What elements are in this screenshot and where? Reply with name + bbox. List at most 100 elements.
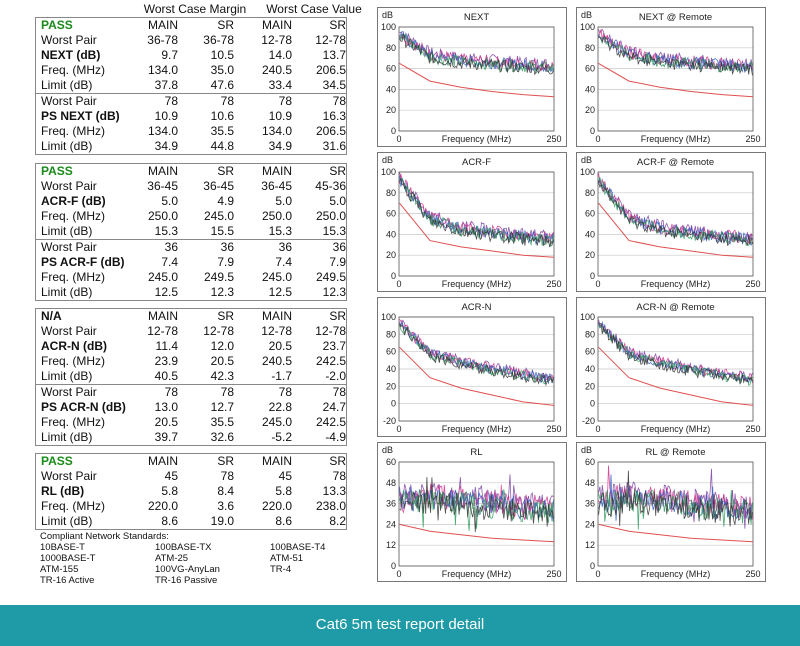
column-header: MAIN [148, 454, 178, 468]
x-axis-label: Frequency (MHz) [442, 279, 512, 289]
y-tick-label: 40 [585, 84, 595, 94]
table-cell: 10.9 [154, 109, 178, 123]
y-axis-label: dB [581, 445, 592, 455]
table-cell: 45-36 [315, 179, 346, 193]
y-tick-label: 20 [386, 381, 396, 391]
measurement-trace [399, 474, 554, 516]
table-row: PS NEXT (dB) 10.9 10.6 10.9 16.3 [36, 109, 346, 124]
y-tick-label: 0 [391, 399, 396, 409]
y-tick-label: 40 [386, 84, 396, 94]
table-cell: 31.6 [322, 139, 346, 153]
row-label: Worst Pair [41, 179, 97, 193]
table-cell: 19.0 [210, 514, 234, 528]
table-cell: 45 [164, 469, 178, 483]
table-cell: 39.7 [154, 430, 178, 444]
table-cell: 245.0 [203, 209, 234, 223]
standard-item: ATM-155 [40, 564, 79, 575]
table-cell: 10.6 [210, 109, 234, 123]
table-row: Limit (dB) 37.8 47.6 33.4 34.5 [36, 78, 346, 93]
table-cell: 12-78 [261, 33, 292, 47]
table-row: PS ACR-F (dB) 7.4 7.9 7.4 7.9 [36, 255, 346, 270]
table-cell: 12-78 [315, 324, 346, 338]
measurement-trace [598, 320, 753, 384]
table-cell: 15.3 [322, 224, 346, 238]
row-label: RL (dB) [41, 484, 85, 498]
row-label: PS NEXT (dB) [41, 109, 120, 123]
measurement-trace [598, 35, 753, 76]
table-cell: 36 [220, 240, 234, 254]
table-cell: 34.5 [322, 78, 346, 92]
table-cell: 20.5 [268, 339, 292, 353]
chart-panel: 0 12 24 36 48 60 RL @ Remote dB 0 250 Frequency (M… [576, 442, 766, 582]
y-tick-label: 0 [391, 126, 396, 136]
table-cell: 37.8 [154, 78, 178, 92]
table-cell: 4.9 [217, 194, 234, 208]
table-cell: 7.9 [329, 255, 346, 269]
table-cell: 12.5 [268, 285, 292, 299]
table-cell: 78 [332, 94, 346, 108]
status-label: PASS [41, 18, 73, 32]
x-tick-label: 250 [546, 134, 561, 144]
y-tick-label: 80 [386, 43, 396, 53]
table-cell: 238.0 [315, 499, 346, 513]
row-label: Limit (dB) [41, 430, 93, 444]
table-cell: 7.4 [161, 255, 178, 269]
y-tick-label: 0 [391, 271, 396, 281]
y-tick-label: 60 [585, 347, 595, 357]
table-cell: 249.5 [203, 270, 234, 284]
y-axis-label: dB [382, 10, 393, 20]
table-cell: 11.4 [155, 339, 178, 353]
chart-panel: 0 20 40 60 80 100 ACR-F dB 0 250 Frequency (MHz) [377, 152, 567, 292]
chart-svg: 0 12 24 36 48 60 RL dB 0 250 Frequency (MHz) [382, 445, 562, 579]
column-header: MAIN [262, 18, 292, 32]
y-tick-label: 12 [585, 540, 595, 550]
measurement-trace [399, 33, 554, 76]
y-tick-label: 80 [585, 43, 595, 53]
table-cell: 42.3 [210, 369, 234, 383]
row-label: Freq. (MHz) [41, 270, 105, 284]
row-label: PS ACR-F (dB) [41, 255, 125, 269]
table-cell: 8.2 [329, 514, 346, 528]
table-cell: 12.3 [210, 285, 234, 299]
x-tick-label: 250 [745, 424, 760, 434]
table-row: Worst Pair 78 78 78 78 [36, 93, 346, 109]
table-cell: -4.9 [325, 430, 346, 444]
x-axis-label: Frequency (MHz) [641, 279, 711, 289]
y-tick-label: 20 [585, 250, 595, 260]
table-cell: 78 [164, 385, 178, 399]
x-axis-label: Frequency (MHz) [641, 134, 711, 144]
status-label: N/A [41, 309, 62, 323]
x-tick-label: 0 [595, 424, 600, 434]
x-tick-label: 0 [595, 279, 600, 289]
row-label: PS ACR-N (dB) [41, 400, 126, 414]
x-tick-label: 250 [546, 569, 561, 579]
standard-item: 10BASE-T [40, 542, 85, 553]
row-label: Freq. (MHz) [41, 415, 105, 429]
chart-panel: 0 12 24 36 48 60 RL dB 0 250 Frequency (MHz) [377, 442, 567, 582]
table-cell: 8.6 [275, 514, 292, 528]
y-tick-label: 20 [585, 105, 595, 115]
y-tick-label: 20 [386, 250, 396, 260]
table-cell: 13.0 [154, 400, 178, 414]
column-header: SR [217, 309, 234, 323]
table-cell: 36-45 [261, 179, 292, 193]
table-cell: 78 [220, 385, 234, 399]
chart-title: RL @ Remote [646, 447, 706, 458]
y-tick-label: 0 [590, 561, 595, 571]
chart-svg: 0 20 40 60 80 100 NEXT @ Remote dB 0 250 Frequency… [580, 10, 761, 144]
table-cell: 13.3 [322, 484, 346, 498]
table-cell: 44.8 [210, 139, 234, 153]
x-axis-label: Frequency (MHz) [442, 424, 512, 434]
row-label: Limit (dB) [41, 369, 93, 383]
results-table: PASS MAIN SR MAIN SR Worst Pair 36-45 36-45 36-4… [35, 163, 347, 301]
table-row: Freq. (MHz) 20.5 35.5 245.0 242.5 [36, 415, 346, 430]
chart-title: NEXT @ Remote [639, 12, 712, 23]
chart-panel: 0 20 40 60 80 100 NEXT dB 0 250 Frequency (MHz) [377, 7, 567, 147]
y-tick-label: 60 [585, 209, 595, 219]
x-axis-label: Frequency (MHz) [442, 134, 512, 144]
y-tick-label: 20 [585, 381, 595, 391]
table-cell: 12.5 [154, 285, 178, 299]
table-cell: 220.0 [147, 499, 178, 513]
table-cell: -5.2 [271, 430, 292, 444]
y-tick-label: 80 [585, 188, 595, 198]
